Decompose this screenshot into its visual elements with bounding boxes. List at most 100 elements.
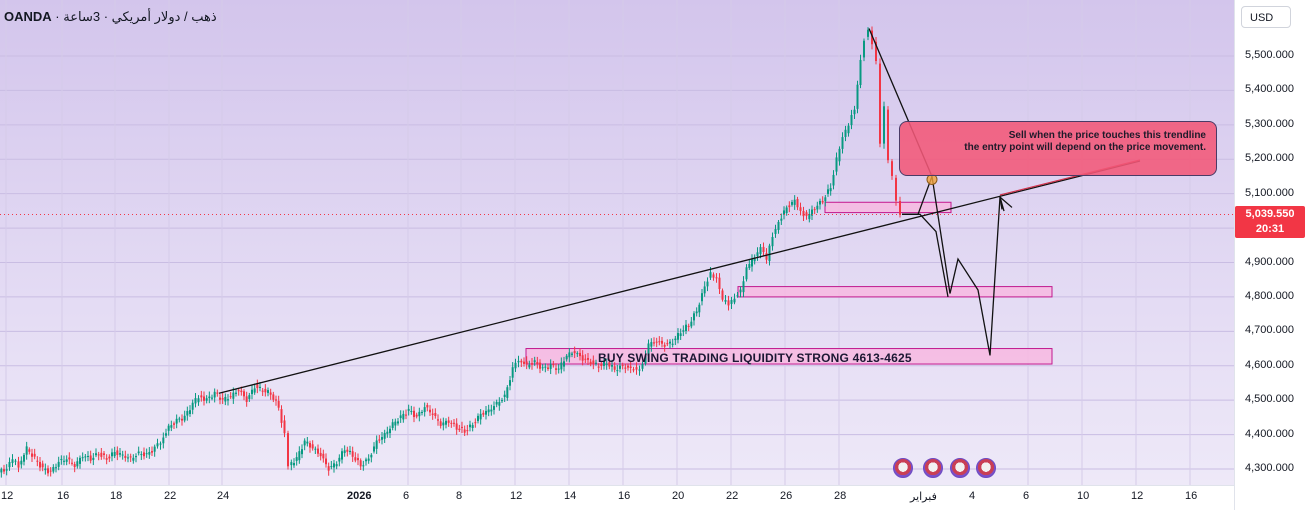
candle-body	[579, 352, 581, 357]
candle-body	[335, 464, 338, 467]
candle-body	[785, 207, 788, 214]
candle-body	[693, 313, 695, 321]
candle-body	[555, 368, 557, 370]
candle-body	[415, 414, 418, 417]
candle-body	[799, 207, 802, 211]
candle-body	[293, 463, 295, 466]
candle-body	[605, 363, 608, 365]
candle-body	[895, 177, 897, 201]
time-axis[interactable]: 12 16 18 22 24 2026 6 8 12 14 16 20 22 26 28 فبراير 4 6 10…	[0, 485, 1234, 511]
candle-body	[301, 449, 303, 455]
candle-body	[477, 415, 479, 422]
candle-body	[774, 229, 777, 234]
candle-body	[520, 360, 523, 363]
sell-note-line-1: Sell when the price touches this trendli…	[1008, 130, 1206, 141]
candle-body	[381, 437, 383, 440]
candle-body	[856, 84, 859, 109]
candle-body	[493, 406, 495, 410]
candle-body	[816, 205, 819, 210]
candle-body	[523, 361, 525, 364]
candle-body	[867, 29, 869, 37]
candle-body	[31, 453, 33, 457]
currency-button[interactable]: USD	[1241, 6, 1291, 28]
candle-body	[219, 397, 221, 400]
candle-body	[439, 421, 442, 426]
candle-body	[638, 369, 641, 371]
candle-body	[658, 341, 661, 343]
candle-body	[235, 392, 237, 394]
candle-body	[721, 290, 724, 300]
candle-body	[661, 340, 663, 344]
candle-body	[306, 441, 309, 444]
us-flag-event-icon[interactable]	[950, 458, 970, 478]
candle-body	[653, 342, 655, 344]
candle-body	[325, 458, 327, 465]
candle-body	[745, 267, 748, 280]
candle-body	[383, 432, 386, 439]
candle-body	[213, 391, 216, 398]
candle-body	[124, 455, 127, 458]
us-flag-event-icon[interactable]	[893, 458, 913, 478]
candle-body	[25, 446, 28, 455]
price-axis[interactable]: 4,300.000 4,400.000 4,500.000 4,600.000 4,70…	[1234, 0, 1308, 510]
candle-body	[771, 237, 774, 247]
candle-body	[455, 423, 458, 430]
chart-area[interactable]: OANDA · ذهب / دولار أمريكي · 3ساعة Sell …	[0, 0, 1234, 485]
candle-body	[709, 272, 712, 278]
candle-body	[84, 456, 87, 458]
candle-body	[469, 424, 471, 428]
candle-body	[482, 412, 485, 415]
candle-body	[365, 459, 367, 462]
us-flag-event-icon[interactable]	[976, 458, 996, 478]
candle-body	[17, 461, 20, 468]
candle-body	[259, 386, 261, 388]
candle-body	[573, 351, 576, 354]
sell-note-callout[interactable]: Sell when the price touches this trendli…	[899, 121, 1217, 176]
candle-body	[129, 456, 132, 458]
us-flag-event-icon[interactable]	[923, 458, 943, 478]
price-tick-label: 4,500.000	[1245, 393, 1294, 406]
price-tick-label: 5,500.000	[1245, 49, 1294, 61]
time-tick-label: 24	[217, 490, 230, 502]
candle-body	[287, 433, 289, 467]
candle-body	[216, 392, 219, 394]
candle-body	[23, 454, 25, 462]
candle-body	[584, 358, 587, 360]
candle-body	[243, 391, 245, 397]
candle-body	[165, 433, 167, 436]
candle-body	[322, 453, 325, 459]
candle-body	[466, 430, 469, 432]
candle-body	[442, 422, 445, 426]
candle-body	[389, 428, 391, 434]
candle-body	[525, 361, 528, 364]
symbol-name: OANDA	[4, 9, 52, 24]
candle-body	[887, 109, 889, 161]
candle-body	[343, 450, 346, 454]
candle-body	[821, 200, 824, 203]
candle-body	[229, 396, 232, 398]
candle-body	[410, 410, 413, 412]
candle-body	[503, 394, 506, 397]
candle-body	[311, 444, 314, 449]
candle-body	[359, 460, 362, 467]
projected-path-alt	[902, 213, 949, 298]
time-tick-label: 26	[780, 490, 793, 502]
candle-body	[103, 453, 105, 455]
price-tick-label: 4,900.000	[1245, 255, 1294, 268]
candle-body	[544, 366, 547, 368]
symbol-subtitle: · ذهب / دولار أمريكي · 3ساعة	[55, 9, 217, 24]
candle-body	[143, 452, 145, 457]
candle-body	[362, 465, 365, 467]
candle-body	[375, 440, 378, 449]
candle-body	[595, 362, 597, 364]
candle-body	[148, 452, 151, 455]
candle-body	[181, 418, 183, 421]
candle-body	[629, 366, 632, 368]
candle-body	[413, 410, 415, 418]
candle-body	[536, 362, 539, 365]
candle-body	[135, 456, 137, 458]
candle-body	[132, 457, 135, 461]
candle-body	[119, 453, 121, 455]
candle-body	[811, 209, 813, 216]
time-tick-label: 6	[1023, 490, 1030, 502]
